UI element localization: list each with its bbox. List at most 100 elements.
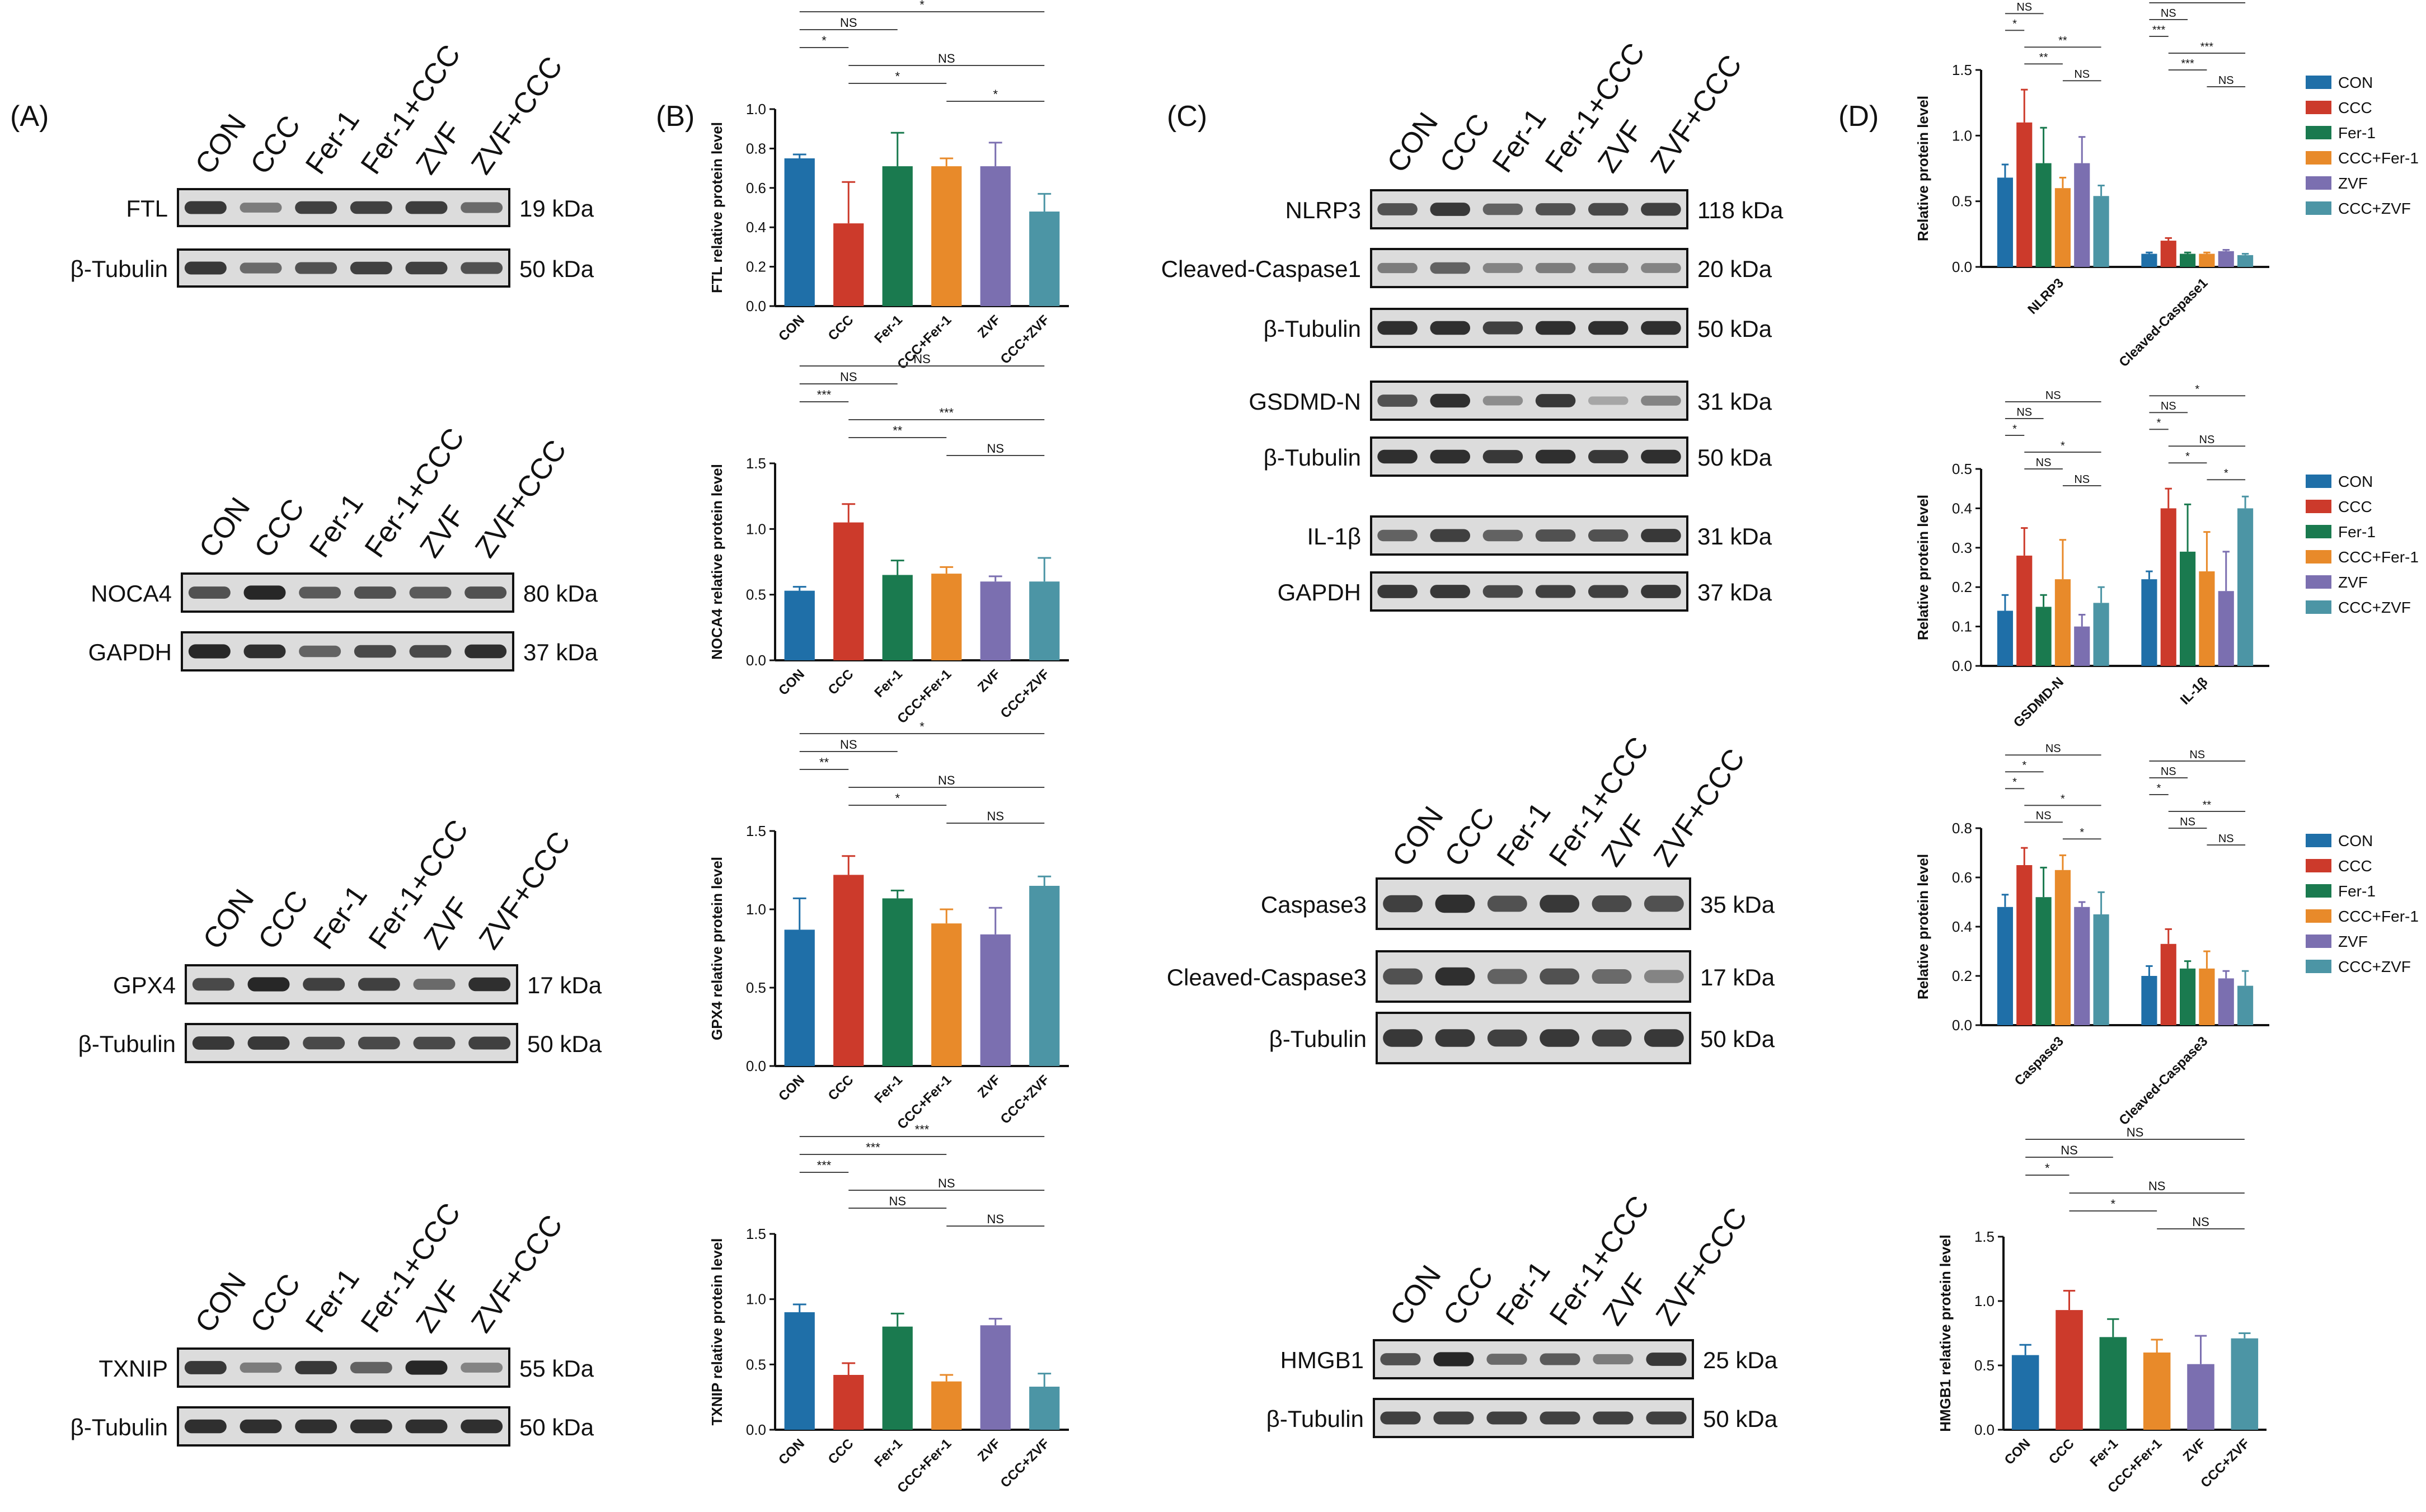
blot-band <box>413 1036 456 1050</box>
bar <box>833 875 864 1066</box>
blot-band <box>247 977 290 992</box>
legend-swatch <box>2306 960 2331 973</box>
blot-row-gapdh: GAPDH 37 kDa <box>88 631 598 672</box>
y-tick-label: 0.0 <box>746 298 766 314</box>
legend-swatch <box>2306 909 2331 923</box>
lane-label-zvf-ccc: ZVF+CCC <box>465 51 569 180</box>
blot-band <box>1430 449 1471 464</box>
significance-label: NS <box>2161 7 2176 20</box>
y-tick-label: 0.6 <box>1952 869 1972 886</box>
blot-protein-label: β-Tubulin <box>1264 444 1361 471</box>
bar <box>2141 976 2157 1025</box>
bar <box>2218 978 2234 1025</box>
blot-band <box>1430 585 1471 598</box>
bar <box>980 934 1011 1066</box>
x-tick-label: CCC <box>2046 1436 2077 1467</box>
bar <box>2093 603 2109 666</box>
bar <box>931 574 962 660</box>
significance-label: *** <box>817 388 832 402</box>
lane-label-fer-1: Fer-1 <box>299 105 366 180</box>
blot-protein-label: β-Tubulin <box>78 1031 176 1057</box>
lane-label-con: CON <box>189 1267 253 1339</box>
blot-band <box>468 977 511 992</box>
y-axis-label: Relative protein level <box>1914 96 1931 241</box>
bar <box>2016 122 2033 267</box>
blot-band <box>461 202 503 213</box>
lane-label-zvf-ccc: ZVF+CCC <box>473 826 577 955</box>
blot-band <box>1433 1411 1474 1425</box>
blot-band <box>1592 1029 1632 1047</box>
legend-swatch <box>2306 475 2331 488</box>
significance-label: * <box>2012 776 2017 788</box>
blot-protein-label: β-Tubulin <box>1266 1406 1364 1432</box>
significance-label: *** <box>2200 41 2214 53</box>
panel-label-c: (C) <box>1167 100 1207 133</box>
significance-label: * <box>2185 450 2190 463</box>
bar <box>833 223 864 306</box>
significance-label: NS <box>2218 833 2234 845</box>
significance-label: NS <box>2161 766 2176 778</box>
significance-label: *** <box>2152 24 2166 36</box>
significance-label: NS <box>840 738 857 752</box>
blot-band <box>1482 450 1523 463</box>
bar <box>833 1375 864 1430</box>
y-axis-label: GPX4 relative protein level <box>708 857 725 1040</box>
legend-label: ZVF <box>2338 933 2368 950</box>
significance-label: NS <box>889 1194 906 1208</box>
bar <box>2099 1337 2127 1430</box>
bar <box>882 575 913 660</box>
lane-label-fer-1: Fer-1 <box>1486 103 1553 179</box>
y-tick-label: 0.5 <box>746 979 766 996</box>
blot-band <box>350 261 392 275</box>
x-tick-label: CCC <box>825 312 857 344</box>
x-tick-label: ZVF <box>975 666 1003 695</box>
x-tick-label: CON <box>2002 1436 2034 1468</box>
significance-label: * <box>2045 1161 2050 1175</box>
blot-row-noca4: NOCA4 80 kDa <box>91 572 598 613</box>
blot-band <box>295 201 337 214</box>
blot-row-il-1: IL-1β 31 kDa <box>1307 515 1772 556</box>
blot-band <box>1482 585 1523 598</box>
legend-label: CCC+ZVF <box>2338 958 2411 975</box>
blot-band <box>405 1419 448 1434</box>
legend-swatch <box>2306 935 2331 948</box>
bar <box>2074 163 2090 267</box>
y-tick-label: 0.2 <box>1952 968 1972 984</box>
significance-label: * <box>822 34 827 48</box>
blot-band <box>1486 1411 1527 1425</box>
y-tick-label: 1.0 <box>746 901 766 918</box>
x-tick-label: CON <box>776 1072 808 1104</box>
blot-band <box>461 1419 503 1434</box>
y-tick-label: 1.0 <box>1974 1293 1995 1309</box>
legend-swatch <box>2306 500 2331 513</box>
lane-label-con: CON <box>1381 107 1444 179</box>
legend-label: CCC+ZVF <box>2338 200 2411 217</box>
blot-band <box>405 1360 448 1375</box>
significance-label: NS <box>2199 434 2215 446</box>
x-tick-label: CON <box>776 1436 808 1468</box>
bar <box>2054 188 2071 267</box>
blot-band <box>464 644 507 659</box>
blot-membrane <box>1376 950 1691 1003</box>
blot-band <box>1377 529 1418 542</box>
blot-band <box>1535 585 1576 598</box>
blot-band <box>1430 262 1471 274</box>
y-tick-label: 0.0 <box>1952 658 1972 674</box>
y-tick-label: 1.5 <box>746 1225 766 1242</box>
blot-band <box>1593 1411 1634 1425</box>
lane-label-fer-1: Fer-1 <box>1491 797 1557 872</box>
y-axis-label: NOCA4 relative protein level <box>708 464 725 660</box>
blot-kda-label: 25 kDa <box>1703 1347 1778 1373</box>
y-tick-label: 1.5 <box>1952 62 1972 78</box>
bar-charts: 0.0 0.2 0.4 0.6 0.8 1.0 FTL relative protein l… <box>708 0 2419 1496</box>
significance-label: ** <box>819 755 829 769</box>
blot-protein-label: GSDMD-N <box>1249 388 1361 415</box>
x-tick-label: CCC+ZVF <box>998 1436 1053 1491</box>
y-tick-label: 0.8 <box>1952 820 1972 837</box>
bar <box>2218 251 2234 267</box>
bar <box>2231 1338 2259 1430</box>
bar <box>2218 591 2234 666</box>
bar <box>2160 943 2176 1025</box>
blot-membrane <box>1370 571 1688 612</box>
